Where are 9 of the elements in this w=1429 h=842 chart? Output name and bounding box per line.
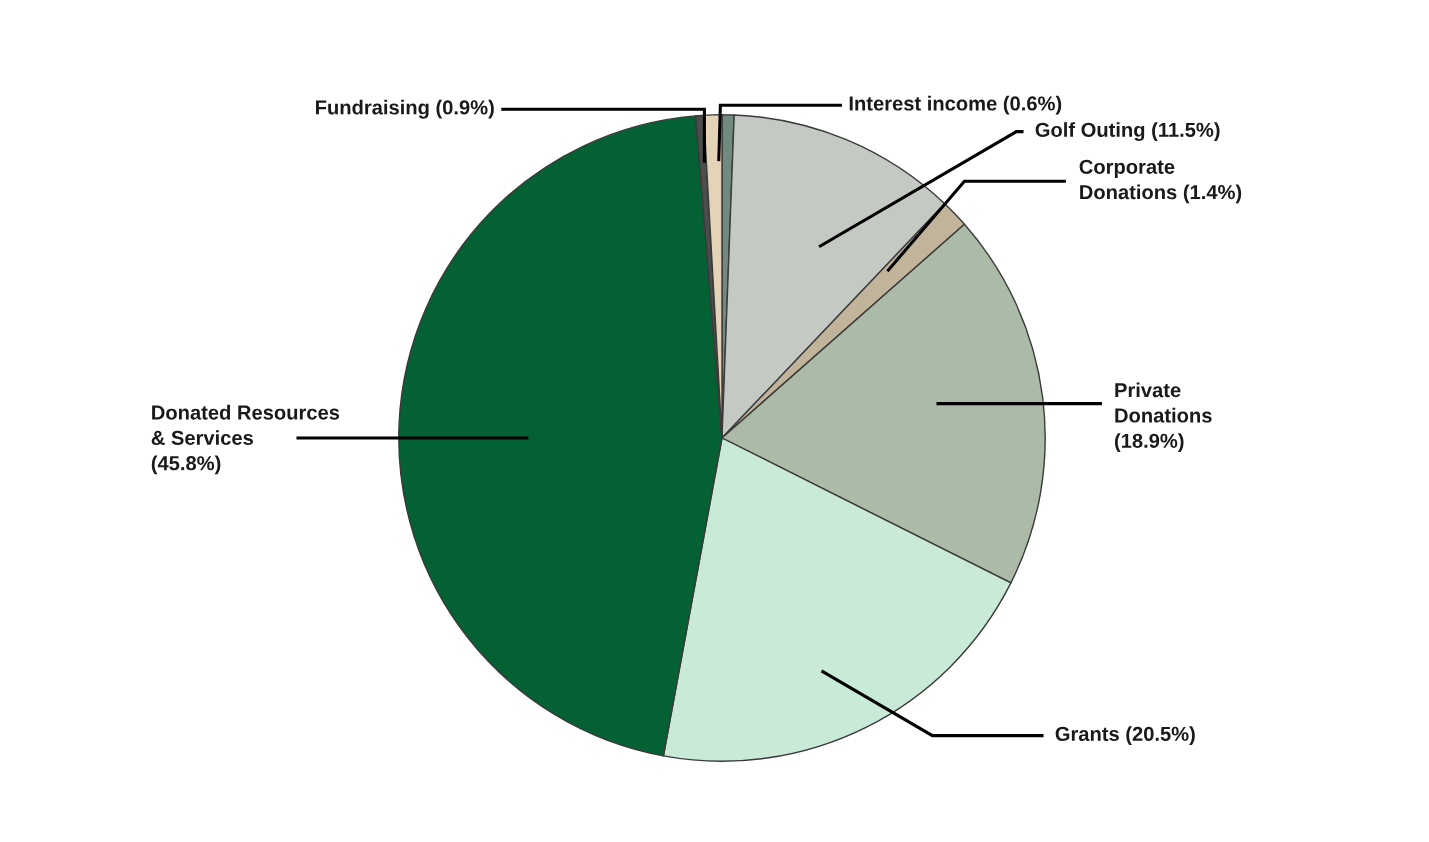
slice-label: Interest income (0.6%) bbox=[849, 95, 1062, 115]
slice-label: Donated Resources & Services bbox=[151, 404, 340, 446]
slice-label: Corporate Donations (1.4%) bbox=[1079, 159, 1242, 204]
slice-label: Golf Outing (11.5%) bbox=[1035, 122, 1220, 142]
slice-label: Fundraising (0.9%) bbox=[316, 99, 494, 119]
data-label: (18.9%) bbox=[1115, 433, 1184, 452]
slice-label: Private Donations bbox=[1115, 382, 1212, 423]
slice-label: Grants (20.5%) bbox=[1055, 726, 1195, 745]
data-label: (45.8%) bbox=[151, 455, 221, 475]
